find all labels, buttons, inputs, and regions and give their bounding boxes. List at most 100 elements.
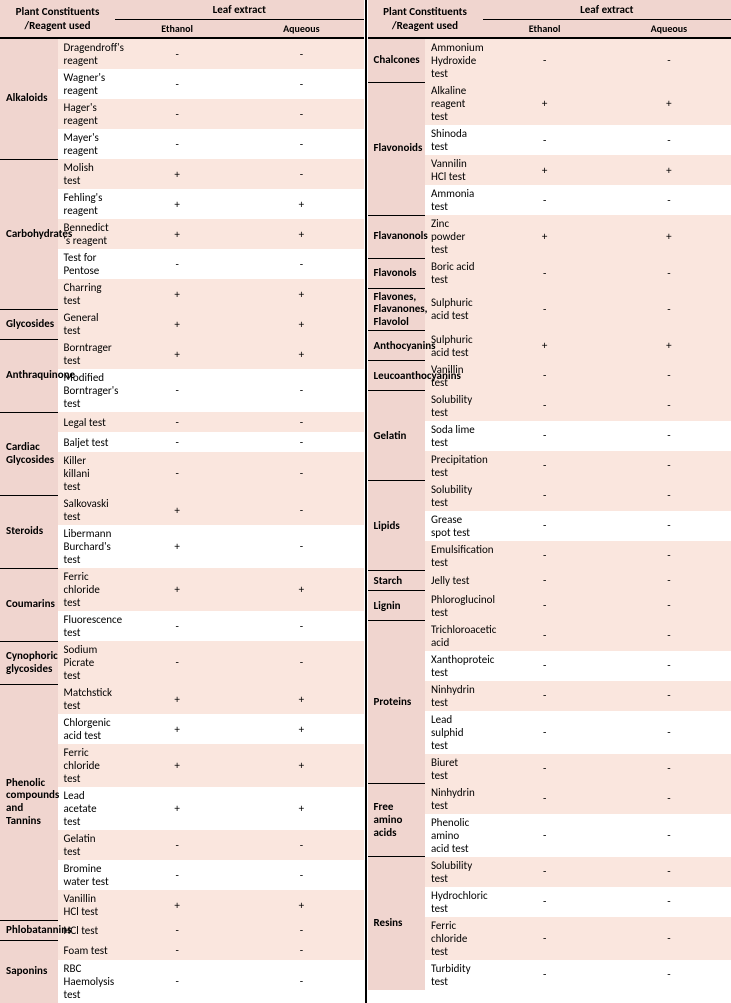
reagent-cell: General test [58, 309, 116, 339]
ethanol-cell: - [483, 125, 607, 155]
aqueous-cell: - [239, 940, 363, 960]
reagent-cell: Shinoda test [425, 125, 483, 155]
aqueous-cell: + [239, 309, 363, 339]
aqueous-cell: - [607, 571, 731, 591]
aqueous-cell: - [239, 69, 363, 99]
constituent-cell: Flavanonols [368, 215, 426, 258]
ethanol-cell: - [483, 541, 607, 571]
constituent-cell: Flavonoids [368, 82, 426, 215]
ethanol-cell: - [483, 651, 607, 681]
reagent-cell: RBC Haemolysis test [58, 960, 116, 1003]
left-table: Plant Constituents/Reagent usedLeaf extr… [0, 0, 364, 1003]
ethanol-cell: - [115, 369, 239, 412]
aqueous-cell: - [239, 611, 363, 641]
reagent-cell: Gelatin test [58, 830, 116, 860]
table-row: Cardiac GlycosidesLegal test-- [0, 412, 364, 432]
aqueous-cell: + [239, 219, 363, 249]
ethanol-cell: - [483, 681, 607, 711]
aqueous-cell: - [607, 917, 731, 960]
aqueous-cell: + [239, 714, 363, 744]
constituent-cell: Starch [368, 571, 426, 591]
ethanol-cell: - [115, 920, 239, 940]
aqueous-cell: + [607, 155, 731, 185]
aqueous-cell: - [607, 258, 731, 288]
ethanol-cell: - [115, 830, 239, 860]
reagent-cell: Fehling's reagent [58, 189, 116, 219]
reagent-cell: Ammonium Hydroxide test [425, 38, 483, 82]
right-thead: Plant Constituents/Reagent usedLeaf extr… [368, 0, 731, 38]
right-table: Plant Constituents/Reagent usedLeaf extr… [368, 0, 731, 990]
ethanol-cell: + [115, 744, 239, 787]
constituent-cell: Glycosides [0, 309, 58, 339]
reagent-cell: HCl test [58, 920, 116, 940]
aqueous-cell: - [607, 185, 731, 215]
ethanol-cell: + [115, 568, 239, 611]
table-row: StarchJelly test-- [368, 571, 731, 591]
ethanol-cell: - [115, 452, 239, 495]
constituent-cell: Saponins [0, 940, 58, 1003]
constituent-cell: Phenolic compounds and Tannins [0, 684, 58, 920]
aqueous-cell: - [607, 754, 731, 784]
constituent-cell: Alkaloids [0, 38, 58, 159]
ethanol-cell: + [483, 331, 607, 361]
ethanol-cell: - [115, 38, 239, 69]
ethanol-cell: - [483, 511, 607, 541]
reagent-cell: Alkaline reagent test [425, 82, 483, 125]
reagent-cell: Charring test [58, 279, 116, 309]
aqueous-cell: + [239, 339, 363, 369]
aqueous-cell: - [607, 511, 731, 541]
reagent-cell: Solubility test [425, 391, 483, 421]
left-thead: Plant Constituents/Reagent usedLeaf extr… [0, 0, 364, 38]
table-row: LigninPhloroglucinol test-- [368, 591, 731, 621]
table-row: GlycosidesGeneral test++ [0, 309, 364, 339]
constituent-cell: Anthocyanins [368, 331, 426, 361]
ethanol-cell: + [115, 279, 239, 309]
reagent-cell: Turbidity test [425, 960, 483, 990]
ethanol-cell: + [115, 219, 239, 249]
table-row: AnthraquinoneBorntrager test++ [0, 339, 364, 369]
aqueous-cell: - [239, 641, 363, 684]
reagent-cell: Biuret test [425, 754, 483, 784]
aqueous-cell: + [239, 279, 363, 309]
ethanol-cell: + [115, 787, 239, 830]
aqueous-cell: - [607, 541, 731, 571]
aqueous-cell: - [607, 421, 731, 451]
ethanol-cell: - [483, 857, 607, 887]
table-row: AnthocyaninsSulphuric acid test++ [368, 331, 731, 361]
constituent-cell: Proteins [368, 621, 426, 784]
hdr-aqueous: Aqueous [607, 20, 731, 39]
reagent-cell: Chlorgenic acid test [58, 714, 116, 744]
ethanol-cell: - [483, 185, 607, 215]
ethanol-cell: + [115, 714, 239, 744]
aqueous-cell: - [607, 887, 731, 917]
reagent-cell: Boric acid test [425, 258, 483, 288]
hdr-constituents-2: /Reagent used [392, 19, 458, 32]
ethanol-cell: - [115, 940, 239, 960]
ethanol-cell: - [483, 711, 607, 754]
ethanol-cell: - [115, 860, 239, 890]
reagent-cell: Phloroglucinol test [425, 591, 483, 621]
aqueous-cell: - [239, 452, 363, 495]
ethanol-cell: - [483, 391, 607, 421]
aqueous-cell: - [239, 525, 363, 568]
reagent-cell: Ferric chloride test [58, 744, 116, 787]
ethanol-cell: - [115, 611, 239, 641]
table-row: AlkaloidsDragendroff's reagent-- [0, 38, 364, 69]
aqueous-cell: - [607, 391, 731, 421]
reagent-cell: Wagner's reagent [58, 69, 116, 99]
aqueous-cell: - [239, 159, 363, 189]
table-row: PhlobatanninsHCl test-- [0, 920, 364, 940]
ethanol-cell: - [483, 288, 607, 331]
ethanol-cell: + [115, 189, 239, 219]
reagent-cell: Xanthoproteic test [425, 651, 483, 681]
ethanol-cell: + [115, 159, 239, 189]
ethanol-cell: - [115, 960, 239, 1003]
reagent-cell: Ninhydrin test [425, 784, 483, 814]
table-row: Phenolic compounds and TanninsMatchstick… [0, 684, 364, 714]
reagent-cell: Hydrochloric test [425, 887, 483, 917]
table-row: ChalconesAmmonium Hydroxide test-- [368, 38, 731, 82]
table-container: Plant Constituents/Reagent usedLeaf extr… [0, 0, 731, 1003]
ethanol-cell: - [115, 129, 239, 159]
hdr-leaf: Leaf extract [115, 0, 364, 20]
aqueous-cell: - [607, 814, 731, 857]
